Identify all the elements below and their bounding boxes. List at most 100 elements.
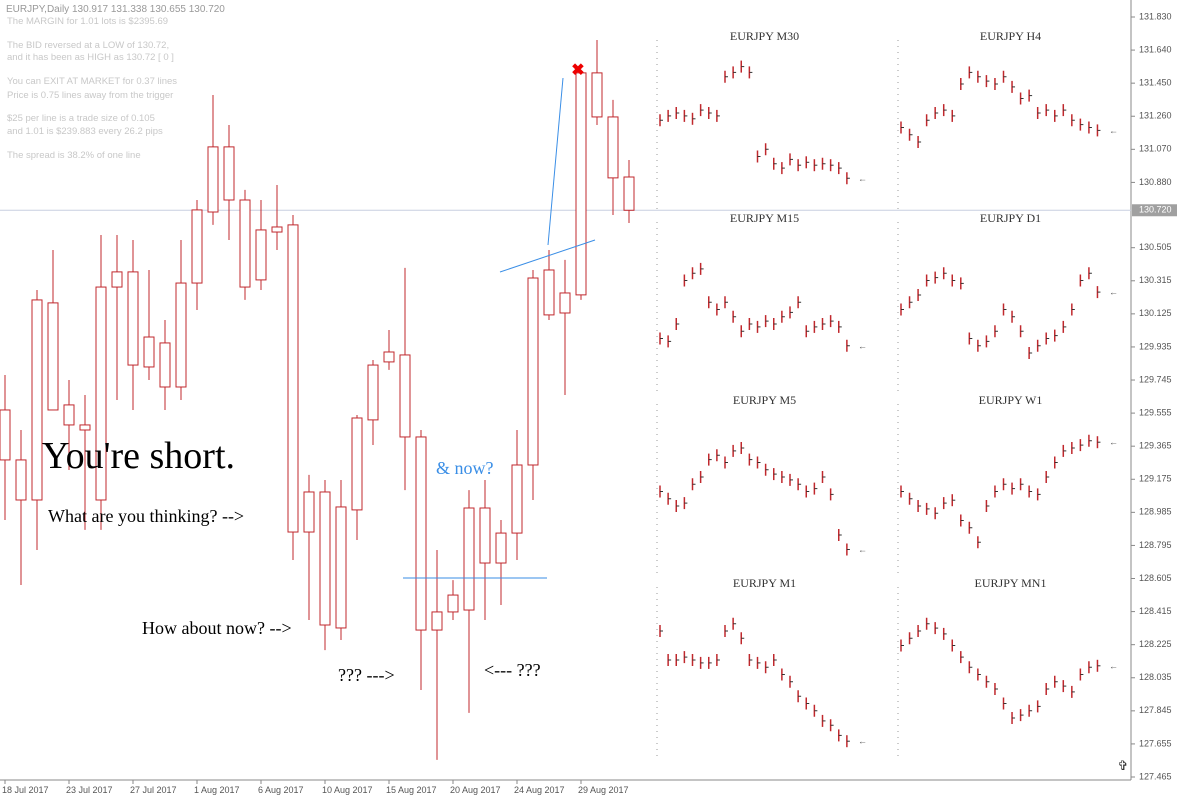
info-line: Price is 0.75 lines away from the trigge…: [7, 90, 173, 101]
mini-title: EURJPY D1: [980, 211, 1041, 225]
y-tick-label: 127.655: [1139, 738, 1172, 748]
info-line: and it has been as HIGH as 130.72 [ 0 ]: [7, 52, 174, 63]
candle-body: [463, 507, 475, 611]
candle-body: [367, 364, 379, 421]
mini-title: EURJPY M15: [730, 211, 799, 225]
annotation: & now?: [436, 458, 494, 478]
x-tick-label: 23 Jul 2017: [66, 785, 113, 795]
candle-body: [511, 464, 523, 534]
info-panel: The MARGIN for 1.01 lots is $2395.69 The …: [7, 16, 177, 161]
x-tick-label: 18 Jul 2017: [2, 785, 49, 795]
y-tick-label: 131.830: [1139, 11, 1172, 21]
candle-body: [447, 594, 459, 613]
candle-body: [559, 292, 571, 314]
y-tick-label: 127.465: [1139, 771, 1172, 781]
y-tick-label: 130.880: [1139, 177, 1172, 187]
info-line: The MARGIN for 1.01 lots is $2395.69: [7, 16, 168, 27]
y-tick-label: 128.415: [1139, 606, 1172, 616]
mini-title: EURJPY W1: [979, 393, 1043, 407]
symbol-header: EURJPY,Daily 130.917 131.338 130.655 130…: [6, 4, 225, 15]
mini-title: EURJPY MN1: [975, 576, 1047, 590]
y-tick-label: 128.985: [1139, 507, 1172, 517]
candle-body: [479, 507, 491, 564]
candle-body: [95, 286, 107, 501]
candle-body: [223, 146, 235, 201]
candle-body: [79, 424, 91, 431]
price-arrow: ←: [858, 545, 867, 555]
info-line: The spread is 38.2% of one line: [7, 150, 141, 161]
candle-body: [143, 336, 155, 368]
mini-title: EURJPY M5: [733, 393, 796, 407]
candle-body: [255, 229, 267, 281]
price-arrow: ←: [1109, 661, 1118, 671]
candle-body: [591, 72, 603, 118]
candle-body: [111, 271, 123, 288]
annotation: ??? --->: [338, 665, 395, 685]
candle-body: [575, 72, 587, 296]
candle-body: [399, 354, 411, 438]
trend-line: [499, 239, 596, 273]
y-tick-label: 128.225: [1139, 639, 1172, 649]
annotation: What are you thinking? -->: [48, 506, 244, 526]
candle-body: [191, 209, 203, 284]
info-line: $25 per line is a trade size of 0.105: [7, 113, 155, 124]
y-tick-label: 131.260: [1139, 111, 1172, 121]
candle-body: [303, 491, 315, 533]
candle-body: [383, 351, 395, 363]
x-tick-label: 6 Aug 2017: [258, 785, 304, 795]
candle-body: [607, 116, 619, 179]
candle-body: [31, 299, 43, 501]
price-arrow: ←: [858, 736, 867, 746]
y-tick-label: 128.605: [1139, 573, 1172, 583]
y-tick-label: 129.555: [1139, 407, 1172, 417]
y-tick-label: 128.035: [1139, 672, 1172, 682]
y-tick-label: 131.070: [1139, 144, 1172, 154]
candle-body: [287, 224, 299, 533]
scroll-icon[interactable]: ✞: [1118, 758, 1129, 773]
info-line: The BID reversed at a LOW of 130.72,: [7, 40, 169, 51]
y-tick-label: 130.125: [1139, 308, 1172, 318]
price-arrow: ←: [1109, 437, 1118, 447]
y-tick-label: 130.505: [1139, 242, 1172, 252]
candle-body: [495, 532, 507, 564]
y-tick-label: 129.175: [1139, 474, 1172, 484]
candle-body: [319, 491, 331, 626]
candle-body: [175, 282, 187, 388]
y-tick-label: 130.315: [1139, 275, 1172, 285]
y-tick-label: 128.795: [1139, 540, 1172, 550]
x-tick-label: 15 Aug 2017: [386, 785, 437, 795]
info-line: You can EXIT AT MARKET for 0.37 lines: [7, 76, 177, 87]
candle-body: [159, 342, 171, 388]
annotation: How about now? -->: [142, 618, 292, 638]
price-arrow: ←: [1109, 125, 1118, 135]
candle-body: [415, 436, 427, 631]
candle-body: [63, 404, 75, 426]
candle-body: [431, 611, 443, 631]
y-tick-label: 129.745: [1139, 374, 1172, 384]
x-tick-label: 29 Aug 2017: [578, 785, 629, 795]
y-tick-label: 129.935: [1139, 341, 1172, 351]
candle-body: [239, 199, 251, 288]
candle-body: [351, 417, 363, 511]
entry-marker: ✖: [571, 62, 584, 79]
headline: You're short.: [42, 435, 235, 477]
price-arrow: ←: [858, 173, 867, 183]
price-arrow: ←: [1109, 287, 1118, 297]
trend-line: [547, 77, 564, 246]
price-arrow: ←: [858, 341, 867, 351]
main-chart: 131.830 131.640 131.450 131.260 131.070 130.8…: [0, 11, 1177, 795]
y-tick-label: 127.845: [1139, 705, 1172, 715]
y-tick-label: 129.365: [1139, 441, 1172, 451]
candle-body: [127, 271, 139, 366]
mini-title: EURJPY M30: [730, 29, 799, 43]
candle-body: [623, 176, 635, 211]
x-tick-label: 10 Aug 2017: [322, 785, 373, 795]
x-tick-label: 27 Jul 2017: [130, 785, 177, 795]
candle-body: [335, 506, 347, 629]
candle-body: [0, 409, 11, 461]
mini-title: EURJPY H4: [980, 29, 1041, 43]
candle-body: [271, 226, 283, 233]
candle-body: [15, 459, 27, 501]
info-line: and 1.01 is $239.883 every 26.2 pips: [7, 126, 163, 137]
mini-charts: EURJPY M30 ← EURJPY H4 ← EURJPY M15 ← EURJPY D…: [656, 29, 1118, 757]
